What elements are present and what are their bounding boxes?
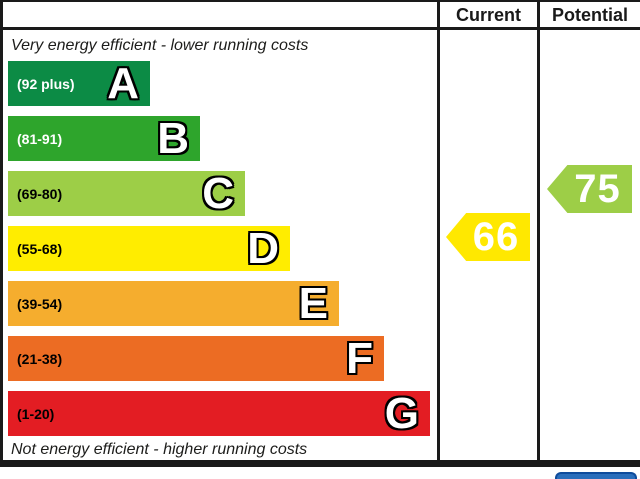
- current-rating-value: 66: [472, 215, 520, 259]
- band-range-label: (55-68): [17, 240, 63, 257]
- potential-rating-value: 75: [574, 167, 621, 211]
- band-letter: E: [298, 279, 328, 328]
- band-letter: B: [157, 114, 189, 163]
- band-range-label: (1-20): [17, 405, 55, 422]
- band-letter: A: [107, 59, 139, 108]
- band-range-label: (21-38): [17, 350, 63, 367]
- rating-band-f: (21-38) F: [8, 336, 384, 381]
- band-range-label: (92 plus): [17, 75, 75, 92]
- band-letter: G: [384, 389, 419, 438]
- band-letter: C: [202, 169, 234, 218]
- band-letter: D: [247, 224, 279, 273]
- rating-band-g: (1-20) G: [8, 391, 430, 436]
- current-column-header: Current: [455, 5, 521, 25]
- bottom-border: [0, 460, 640, 467]
- potential-column-header: Potential: [551, 5, 628, 25]
- rating-band-c: (69-80) C: [8, 171, 245, 216]
- eu-directive-box-partial: [555, 472, 637, 479]
- potential-rating-marker: 75: [547, 165, 632, 213]
- current-column-divider: [437, 0, 440, 467]
- potential-column-divider: [537, 0, 540, 467]
- rating-band-d: (55-68) D: [8, 226, 290, 271]
- rating-band-a: (92 plus) A: [8, 61, 150, 106]
- bottom-caption: Not energy efficient - higher running co…: [11, 441, 308, 458]
- band-range-label: (39-54): [17, 295, 63, 312]
- top-border: [0, 0, 640, 2]
- top-caption: Very energy efficient - lower running co…: [11, 37, 309, 54]
- current-rating-marker: 66: [446, 213, 530, 261]
- band-range-label: (81-91): [17, 130, 63, 147]
- left-border: [0, 0, 3, 467]
- band-range-label: (69-80): [17, 185, 63, 202]
- rating-band-e: (39-54) E: [8, 281, 339, 326]
- header-divider-line: [0, 27, 640, 30]
- rating-band-b: (81-91) B: [8, 116, 200, 161]
- band-letter: F: [346, 334, 373, 383]
